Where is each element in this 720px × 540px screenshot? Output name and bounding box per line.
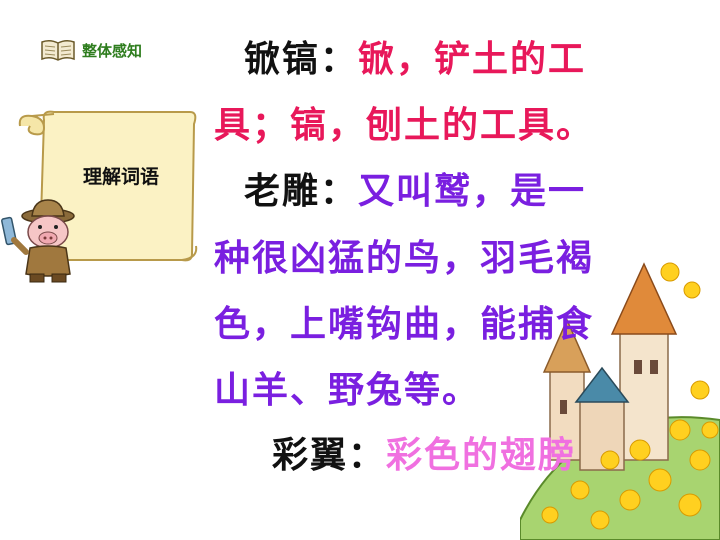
entry-2-line-2: 种很凶猛的鸟，羽毛褐 [214, 238, 595, 279]
entry-2-line-4: 山羊、野兔等。 [214, 370, 481, 411]
entry-2-line-3: 色，上嘴钩曲，能捕食 [214, 304, 595, 345]
entry-1-line-1: 锨镐：锨，铲土的工 [244, 42, 586, 78]
pig-explorer-icon [1, 199, 75, 283]
vocabulary-scroll: 理解词语 [14, 106, 200, 266]
scroll-label: 理解词语 [82, 166, 159, 188]
book-icon [41, 39, 75, 61]
entry-2-line-1: 老雕：又叫鹫，是一 [244, 174, 586, 210]
entry-term: 锨镐： [244, 39, 359, 80]
badge-label: 整体感知 [82, 41, 143, 60]
entry-definition: 锨，铲土的工 [358, 39, 587, 80]
entry-term: 彩翼： [272, 435, 387, 476]
entry-1-line-2: 具；镐，刨土的工具。 [214, 105, 595, 146]
entry-definition: 彩色的翅膀 [386, 435, 577, 476]
entry-term: 老雕： [244, 171, 359, 212]
section-badge: 整体感知 [40, 38, 142, 62]
entry-definition: 又叫鹫，是一 [358, 171, 587, 212]
entry-3-line-1: 彩翼：彩色的翅膀 [272, 438, 576, 474]
scroll-icon [18, 110, 198, 262]
castle-decoration-icon [520, 262, 720, 540]
